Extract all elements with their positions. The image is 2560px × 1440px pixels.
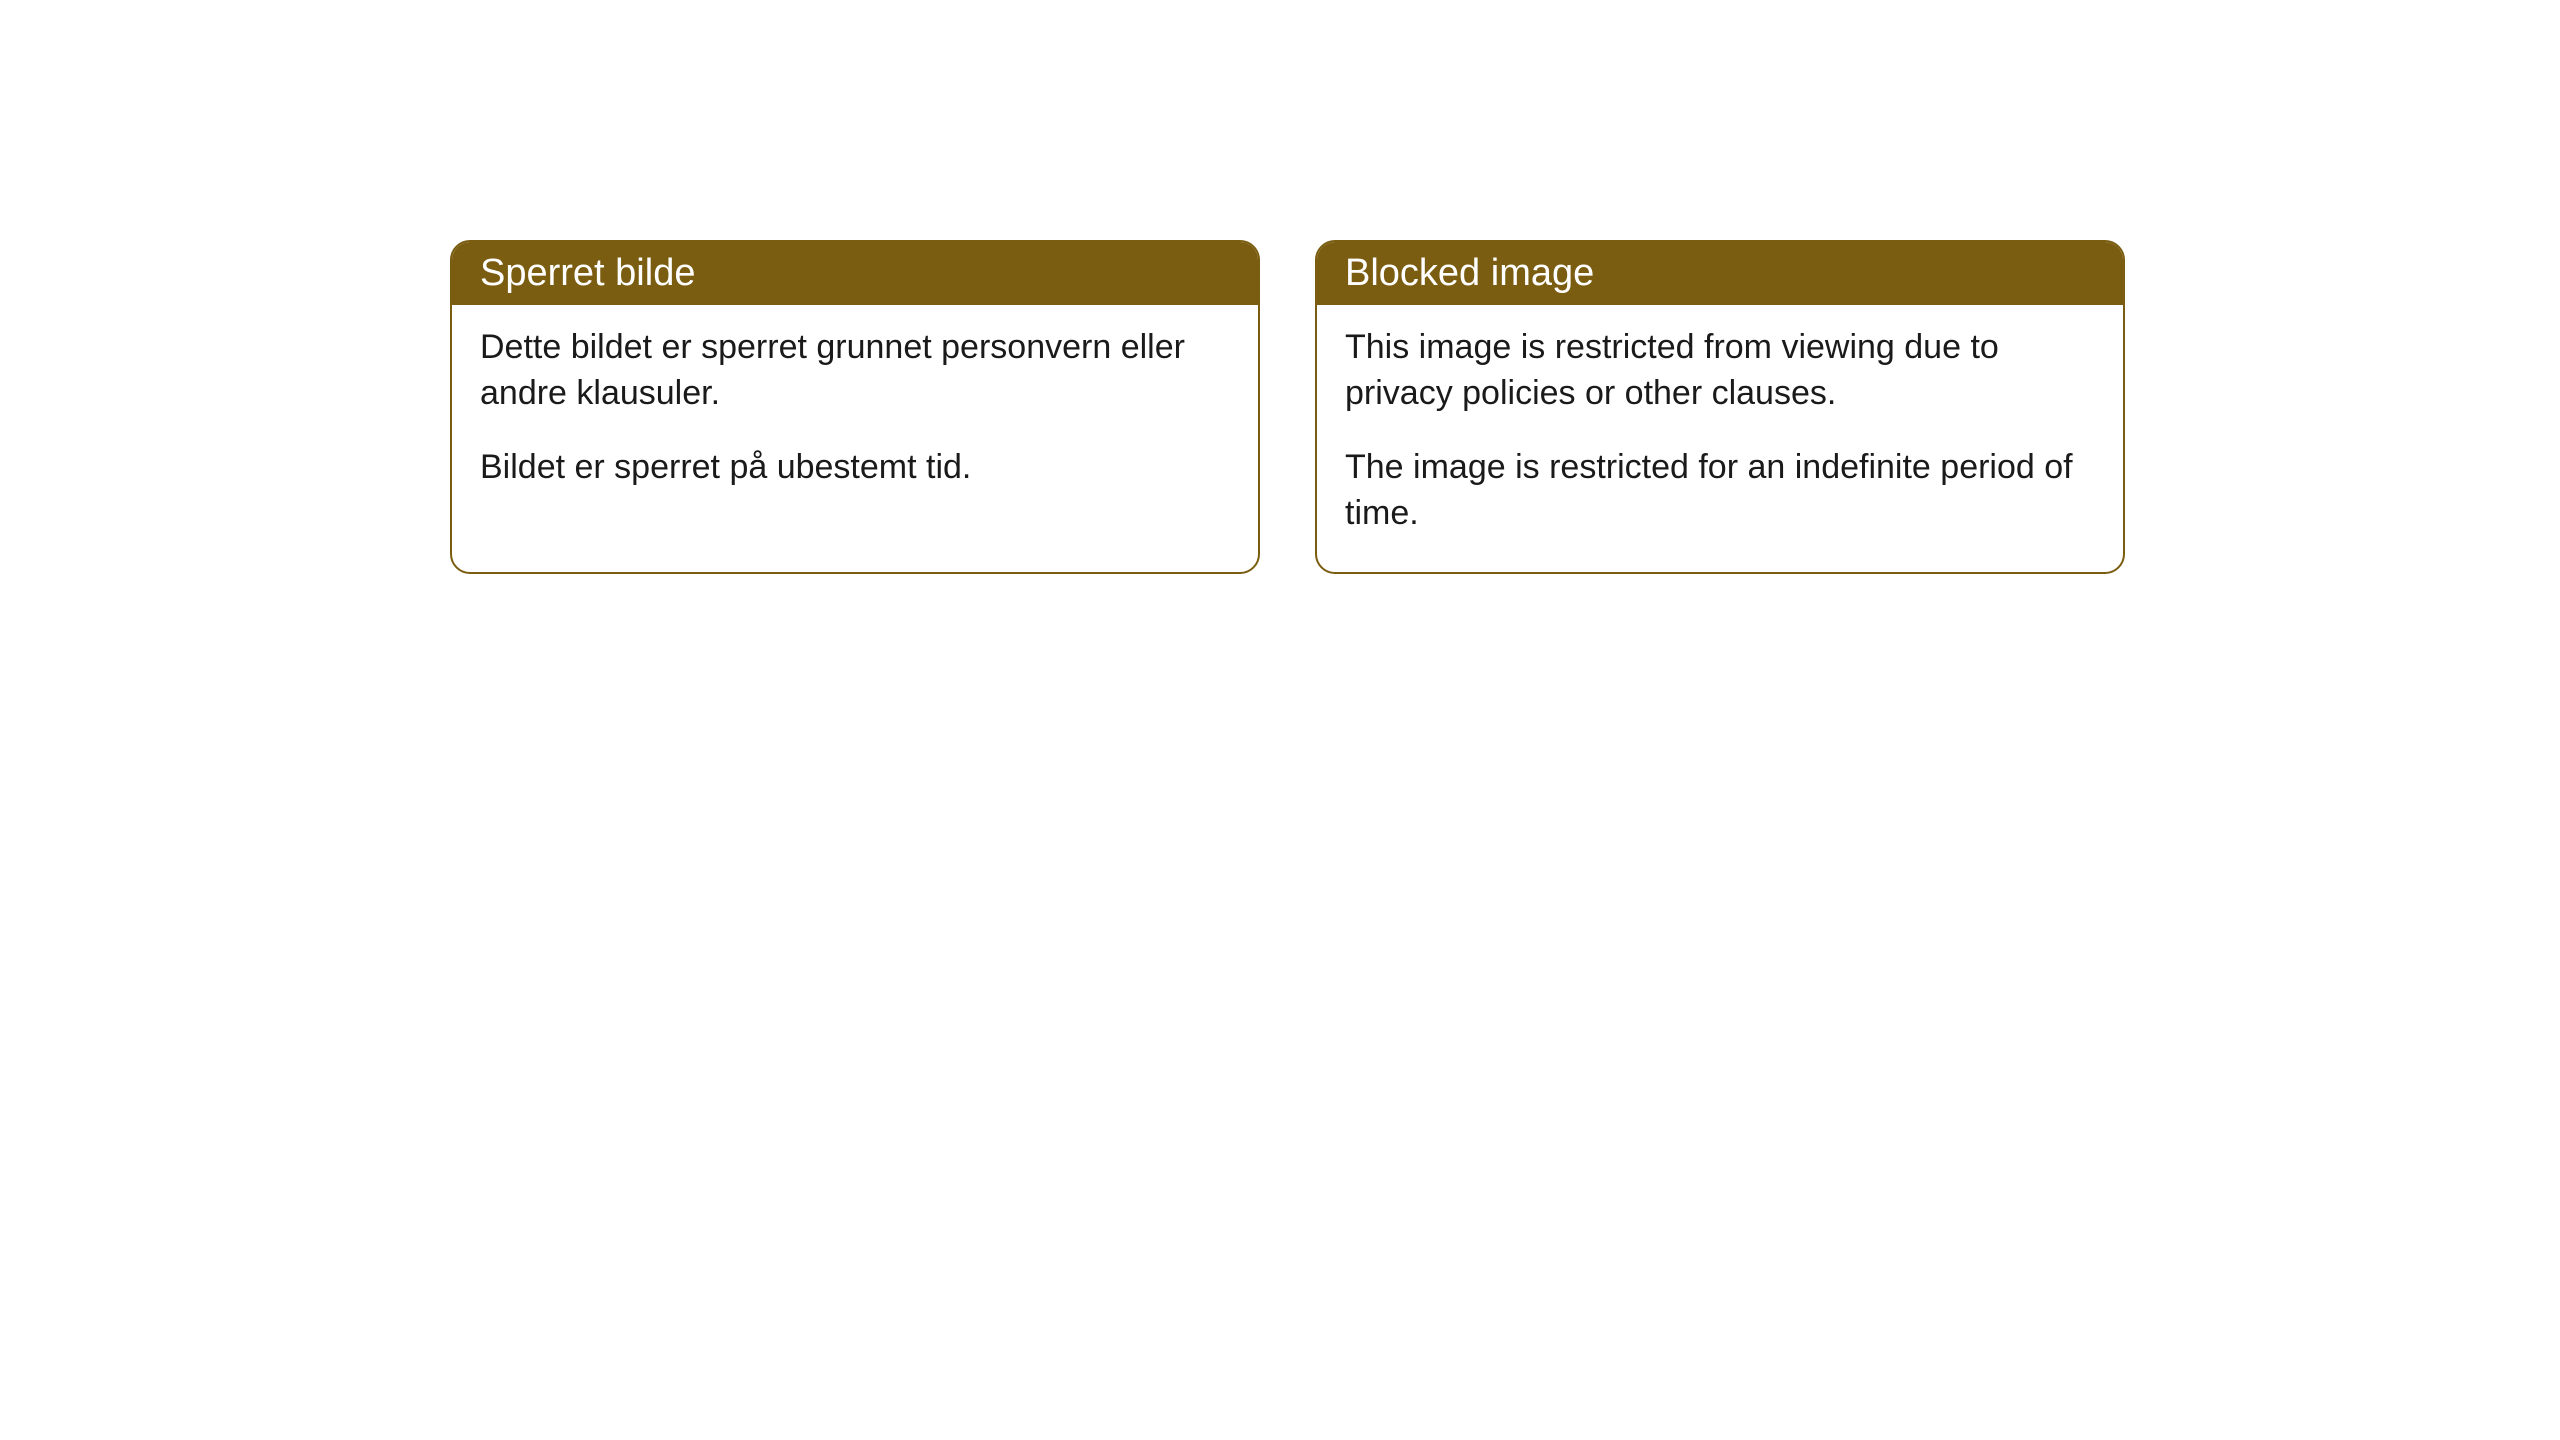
card-body: This image is restricted from viewing du…: [1317, 305, 2123, 572]
card-title: Sperret bilde: [480, 252, 695, 294]
card-paragraph: The image is restricted for an indefinit…: [1345, 445, 2095, 537]
card-header: Blocked image: [1317, 242, 2123, 305]
card-title: Blocked image: [1345, 252, 1594, 294]
card-paragraph: Dette bildet er sperret grunnet personve…: [480, 325, 1230, 417]
card-paragraph: Bildet er sperret på ubestemt tid.: [480, 445, 1230, 491]
card-paragraph: This image is restricted from viewing du…: [1345, 325, 2095, 417]
blocked-image-card-no: Sperret bilde Dette bildet er sperret gr…: [450, 240, 1260, 574]
notice-container: Sperret bilde Dette bildet er sperret gr…: [450, 240, 2125, 574]
card-body: Dette bildet er sperret grunnet personve…: [452, 305, 1258, 526]
card-header: Sperret bilde: [452, 242, 1258, 305]
blocked-image-card-en: Blocked image This image is restricted f…: [1315, 240, 2125, 574]
